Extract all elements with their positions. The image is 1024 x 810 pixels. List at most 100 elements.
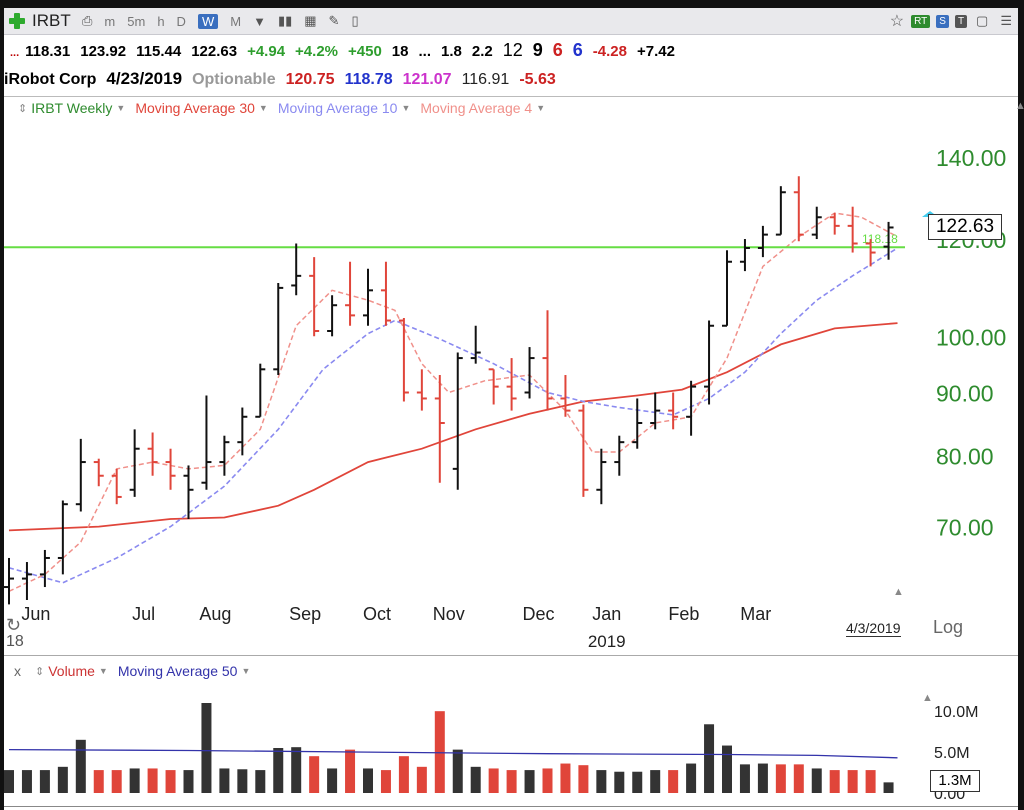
legend-ma4[interactable]: Moving Average 4 [420, 100, 533, 116]
star-icon[interactable]: ☆ [889, 13, 905, 30]
realtime-badge[interactable]: RT [911, 14, 931, 28]
chevron-down-icon[interactable]: ▼ [241, 666, 251, 676]
ohlc-bar [165, 448, 176, 490]
chevron-down-icon[interactable]: ▼ [116, 103, 126, 113]
menu-icon[interactable]: ☰ [1000, 13, 1012, 28]
ohlc-bar [380, 261, 391, 326]
ohlc-bar [327, 295, 338, 337]
chevron-down-icon[interactable]: ▼ [401, 103, 411, 113]
ma-value-4: 116.91 [461, 71, 510, 88]
price-legend: ⇕ IRBT Weekly ▼ Moving Average 30 ▼ Movi… [14, 100, 555, 116]
volume-bar [147, 768, 158, 793]
ohlc-bar [183, 465, 194, 520]
price-axis-tick-label: 90.00 [936, 381, 994, 407]
s-badge[interactable]: S [936, 14, 949, 28]
open-price: 118.31 [25, 43, 71, 60]
quote-line-1: ... 118.31 123.92 115.44 122.63 +4.94 +4… [4, 40, 685, 61]
month-tick-label: Oct [363, 604, 391, 624]
volume-bar [21, 770, 32, 793]
ohlc-bar [363, 268, 373, 326]
period-hour[interactable]: h [157, 13, 165, 29]
volume-bar [704, 724, 715, 793]
volume-axis-tick-label: 5.0M [934, 745, 970, 762]
period-monthly[interactable]: M [230, 13, 242, 29]
note-icon[interactable]: ▯ [351, 13, 359, 28]
scroll-right-icon[interactable]: ▲ [893, 586, 904, 598]
legend-volume[interactable]: Volume [48, 663, 95, 679]
bar-chart-icon[interactable]: ▮▮ [277, 13, 293, 28]
volume-bar [632, 771, 643, 793]
volume-bar [39, 770, 50, 793]
chart-top-border [4, 96, 1018, 97]
ohlc-bar [273, 283, 284, 376]
ohlc-bar [650, 392, 661, 430]
pane-separator[interactable] [4, 655, 1018, 656]
value-ellipsis: ... [418, 43, 431, 60]
legend-irbt-weekly[interactable]: IRBT Weekly [31, 100, 113, 116]
volume-bar [793, 764, 804, 793]
ohlc-bar [775, 186, 786, 236]
volume-bar [811, 768, 822, 793]
year-tick-label: 2019 [588, 632, 626, 651]
ohlc-bar [596, 448, 607, 505]
chevron-down-icon[interactable]: ▼ [98, 666, 108, 676]
reorder-icon[interactable]: ⇕ [18, 102, 28, 115]
volume-bar [757, 763, 768, 793]
dropdown-arrow-icon[interactable]: ▼ [253, 13, 266, 29]
price-axis-tick-label: 70.00 [936, 515, 994, 541]
volume-bar [237, 769, 248, 793]
month-tick-label: Nov [433, 604, 465, 624]
ohlc-bar [470, 325, 481, 364]
ohlc-bar [21, 562, 32, 600]
chevron-down-icon[interactable]: ▼ [536, 103, 546, 113]
ma-value-1: 120.75 [285, 71, 335, 88]
refresh-icon[interactable]: ↻ [6, 615, 22, 635]
price-axis-tick-label: 140.00 [936, 145, 1006, 171]
legend-ma10[interactable]: Moving Average 10 [277, 100, 398, 116]
close-pane-icon[interactable]: x [14, 663, 21, 679]
date-marker[interactable]: 4/3/2019 [846, 620, 901, 637]
ma4-line [8, 212, 898, 592]
t-badge[interactable]: T [954, 14, 968, 28]
volume-bar [201, 703, 212, 793]
pencil-icon[interactable]: ✎ [328, 13, 340, 28]
volume-axis-tick-label: 10.0M [934, 704, 978, 721]
chevron-down-icon[interactable]: ▼ [258, 103, 268, 113]
ohlc-bar [219, 435, 230, 476]
month-tick-label: Dec [523, 604, 555, 624]
month-tick-label: Jul [132, 604, 155, 624]
volume-bar [363, 768, 373, 793]
scroll-up-icon[interactable]: ▲ [1015, 100, 1024, 112]
ohlc-bar [291, 243, 302, 296]
volume-chart[interactable]: 10.0M5.0M0.00 [0, 656, 1018, 806]
volume-bar [524, 770, 535, 793]
volume-scroll-icon[interactable]: ▲ [922, 692, 933, 704]
volume-bar [578, 765, 589, 793]
legend-volume-ma50[interactable]: Moving Average 50 [117, 663, 238, 679]
period-weekly[interactable]: W [197, 13, 219, 29]
add-symbol-icon[interactable] [8, 12, 26, 30]
period-5min[interactable]: 5m [127, 13, 146, 29]
ohlc-bar [847, 206, 858, 253]
print-icon[interactable]: ⎙ [82, 13, 93, 28]
ohlc-bar [883, 221, 894, 260]
reorder-icon[interactable]: ⇕ [35, 665, 45, 678]
log-scale-toggle[interactable]: Log [933, 617, 964, 637]
month-tick-label: Aug [199, 604, 231, 624]
ohlc-bar [488, 368, 499, 405]
grid-icon[interactable]: ▦ [304, 13, 317, 28]
period-minute[interactable]: m [104, 13, 116, 29]
volume-bar [291, 747, 302, 793]
volume-bar [309, 756, 320, 793]
ohlc-bar [506, 358, 517, 411]
volume-last-box: 1.3M [930, 770, 980, 792]
ohlc-bar [57, 500, 68, 575]
price-chart[interactable]: 118.18 70.0080.0090.00100.00120.00140.00… [0, 96, 1018, 656]
window-icon[interactable]: ▢ [976, 13, 989, 28]
period-daily[interactable]: D [176, 13, 186, 29]
symbol-input[interactable]: IRBT [32, 11, 71, 30]
ohlc-bar [93, 458, 104, 487]
legend-ma30[interactable]: Moving Average 30 [135, 100, 255, 116]
volume-bar [506, 770, 517, 793]
volume-bar [111, 770, 122, 793]
